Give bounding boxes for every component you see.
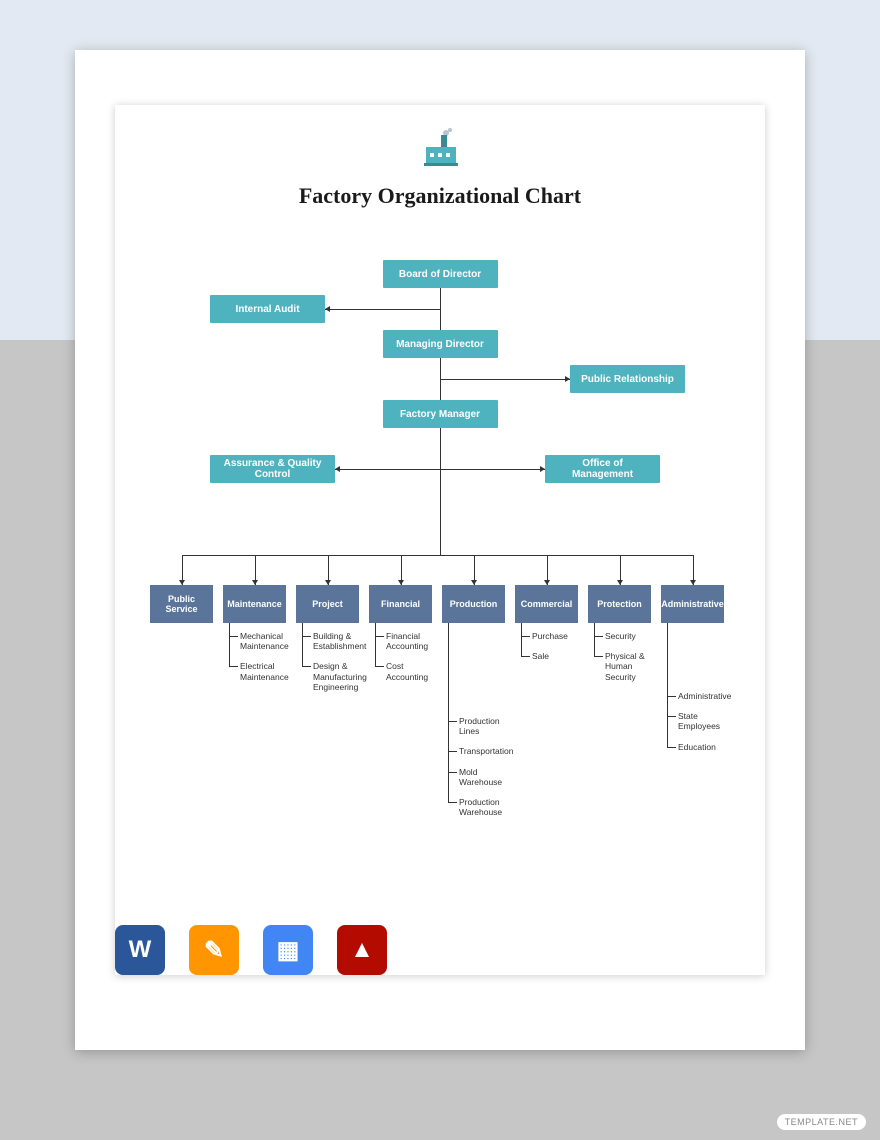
sub-item: Physical & Human Security	[595, 651, 650, 682]
outer-page: Factory Organizational Chart Board of Di…	[75, 50, 805, 1050]
dept-maintenance: Maintenance	[223, 585, 286, 623]
sub-col: Mechanical MaintenanceElectrical Mainten…	[229, 623, 285, 667]
watermark-badge: TEMPLATE.NET	[777, 1114, 866, 1130]
sub-col: AdministrativeState EmployeesEducation	[667, 683, 723, 748]
factory-icon	[418, 127, 462, 174]
sub-col: Building & EstablishmentDesign & Manufac…	[302, 623, 358, 667]
node-factory_manager: Factory Manager	[383, 400, 498, 428]
app-icons-row: W ✎ ▦ ▲	[115, 925, 387, 975]
node-internal_audit: Internal Audit	[210, 295, 325, 323]
sub-item: Design & Manufacturing Engineering	[303, 661, 358, 692]
sub-item: Building & Establishment	[303, 631, 358, 651]
word-icon[interactable]: W	[115, 925, 165, 975]
sub-item: Transportation	[449, 746, 504, 756]
pdf-icon[interactable]: ▲	[337, 925, 387, 975]
node-office_mgmt: Office of Management	[545, 455, 660, 483]
sub-item: State Employees	[668, 711, 723, 731]
sub-item: Production Warehouse	[449, 797, 504, 817]
sub-item: Financial Accounting	[376, 631, 431, 651]
document-preview: Factory Organizational Chart Board of Di…	[115, 105, 765, 975]
sub-col: Financial AccountingCost Accounting	[375, 623, 431, 667]
sub-item: Electrical Maintenance	[230, 661, 285, 681]
sub-item: Cost Accounting	[376, 661, 431, 681]
dept-financial: Financial	[369, 585, 432, 623]
sub-item: Production Lines	[449, 716, 504, 736]
sub-item: Education	[668, 742, 723, 752]
node-managing_director: Managing Director	[383, 330, 498, 358]
sub-item: Administrative	[668, 691, 723, 701]
gdocs-icon[interactable]: ▦	[263, 925, 313, 975]
dept-commercial: Commercial	[515, 585, 578, 623]
chart-title: Factory Organizational Chart	[115, 183, 765, 209]
sub-item: Mold Warehouse	[449, 767, 504, 787]
sub-col: Production Lines Transportation Mold Wareh…	[448, 708, 504, 803]
node-public_relationship: Public Relationship	[570, 365, 685, 393]
pages-icon[interactable]: ✎	[189, 925, 239, 975]
dept-project: Project	[296, 585, 359, 623]
sub-item: Mechanical Maintenance	[230, 631, 285, 651]
node-quality: Assurance & Quality Control	[210, 455, 335, 483]
sub-col: SecurityPhysical & Human Security	[594, 623, 650, 657]
sub-item: Sale	[522, 651, 577, 661]
node-board: Board of Director	[383, 260, 498, 288]
sub-item: Purchase	[522, 631, 577, 641]
sub-item: Security	[595, 631, 650, 641]
dept-production: Production	[442, 585, 505, 623]
dept-public-service: Public Service	[150, 585, 213, 623]
dept-administrative: Administrative	[661, 585, 724, 623]
dept-protection: Protection	[588, 585, 651, 623]
sub-col: PurchaseSale	[521, 623, 577, 657]
